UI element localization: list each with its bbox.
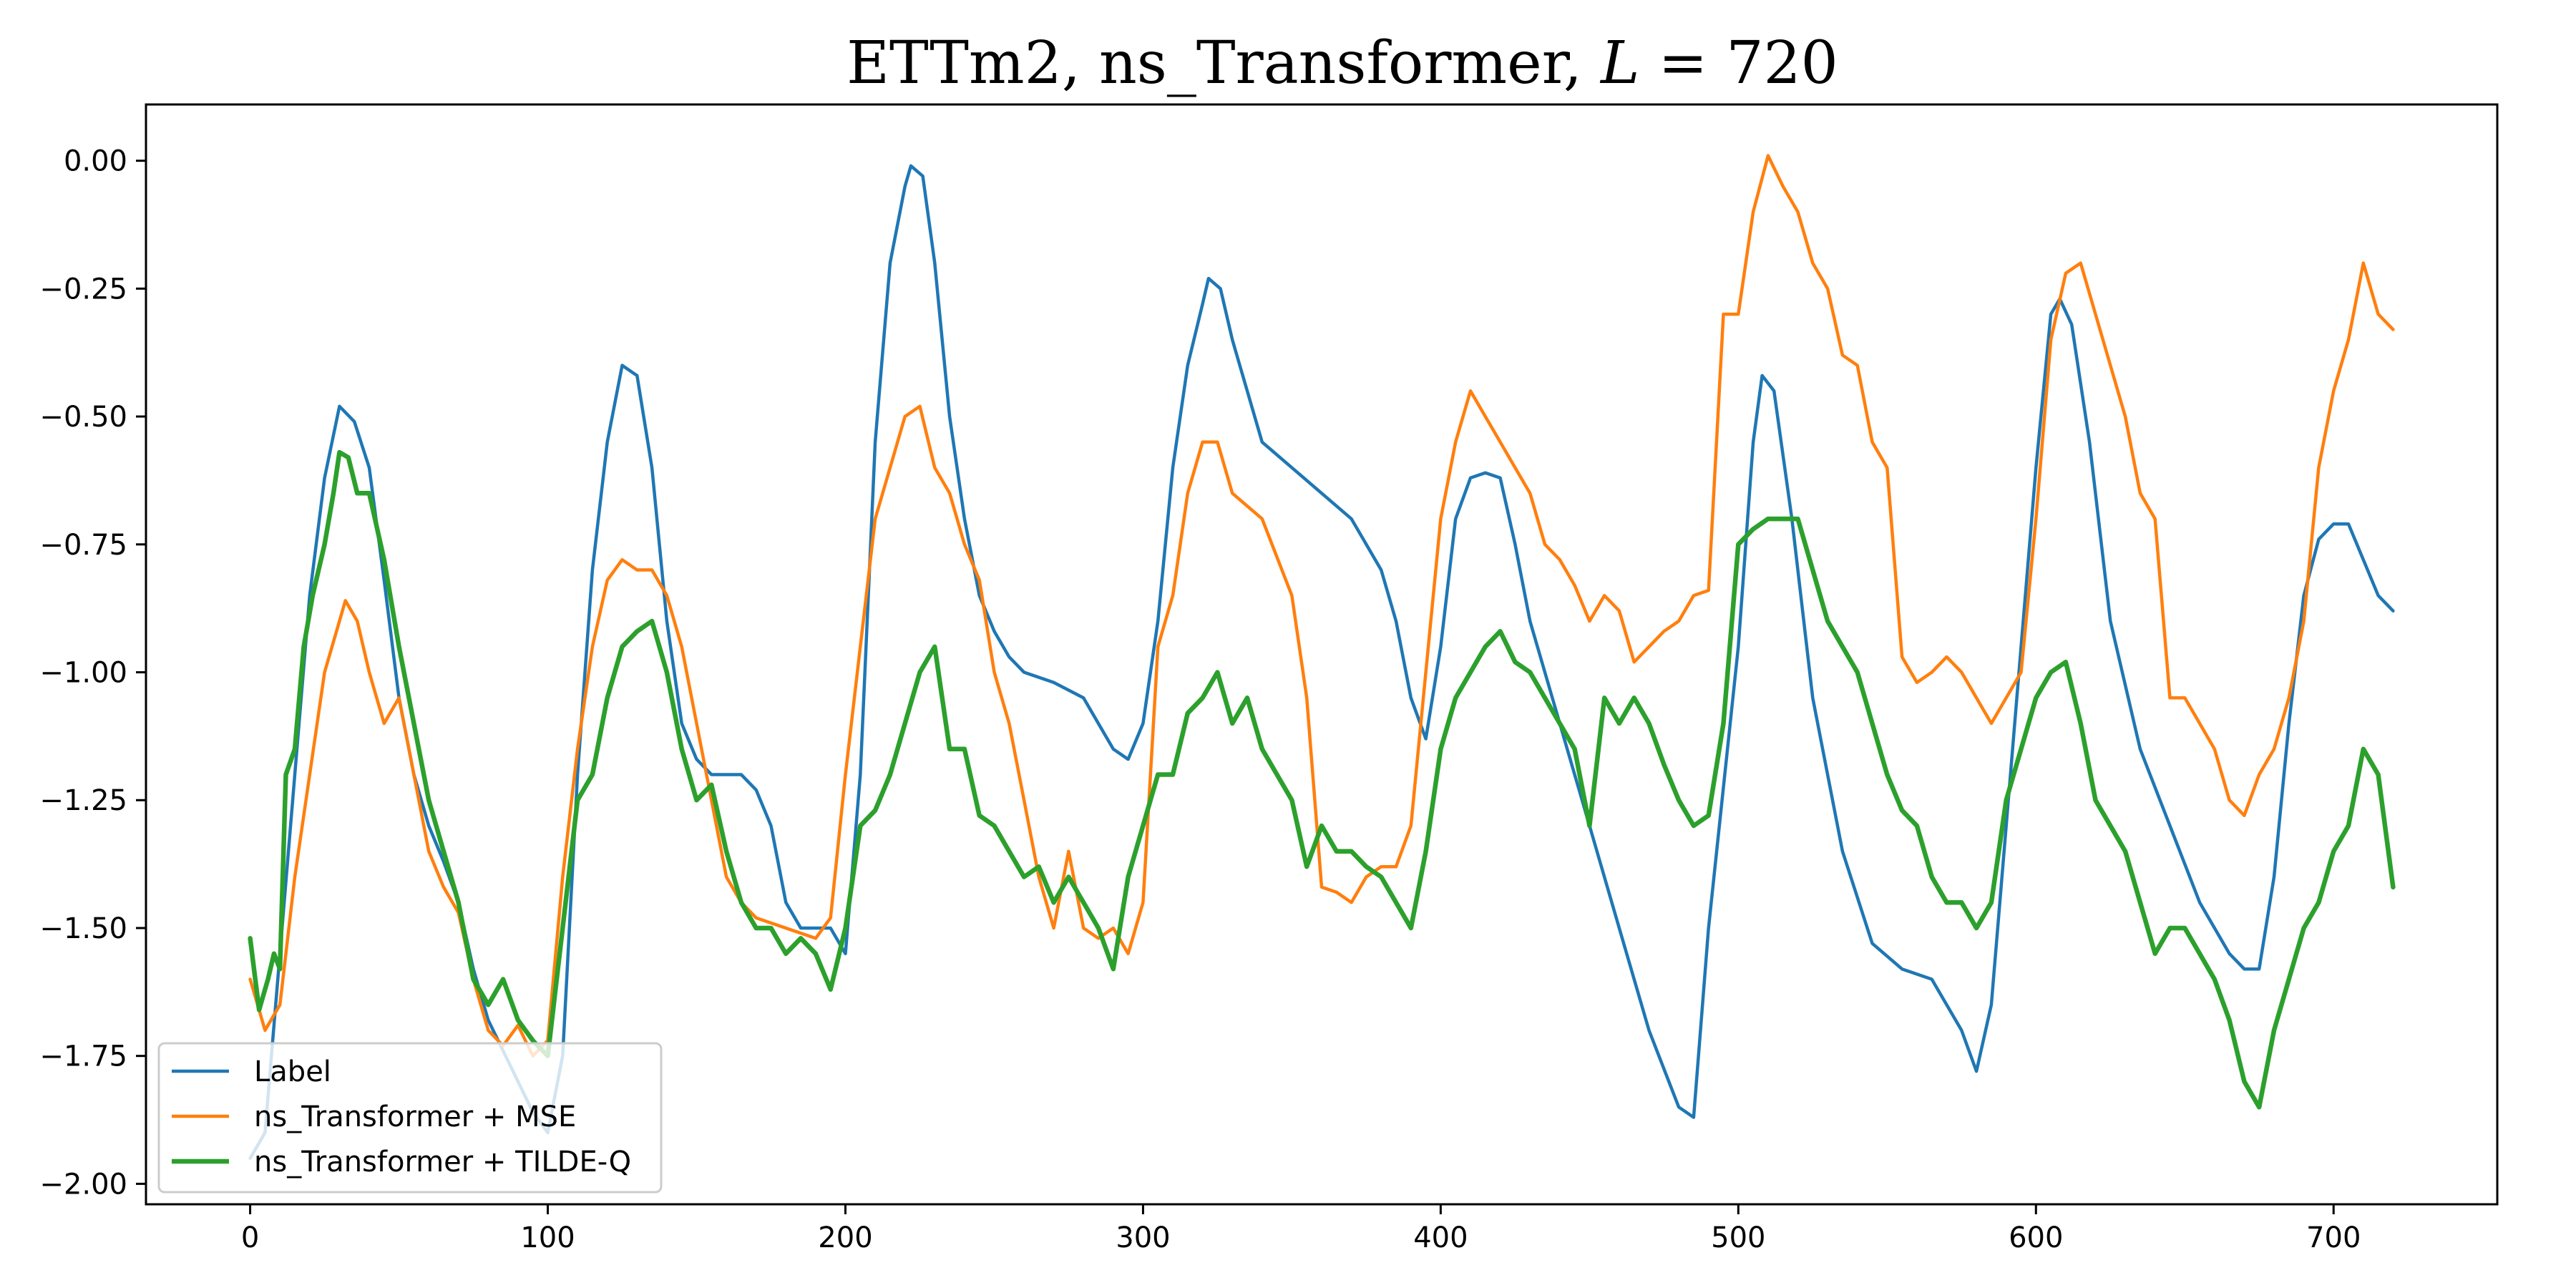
y-axis: 0.00 −0.25 −0.50 −0.75 −1.00 −1.25 −1.50 −1.75 −… <box>39 145 146 1201</box>
chart-title-variable: L <box>1599 29 1639 97</box>
x-tick-label: 400 <box>1413 1221 1468 1254</box>
y-tick-label: −1.50 <box>39 912 127 945</box>
y-tick-label: −1.25 <box>39 784 127 817</box>
y-tick-label: −0.75 <box>39 529 127 562</box>
series-line-2 <box>248 154 2395 1058</box>
y-tick-label: −1.75 <box>39 1040 127 1073</box>
x-tick-label: 200 <box>818 1221 872 1254</box>
x-tick-label: 500 <box>1711 1221 1765 1254</box>
y-tick-label: 0.00 <box>64 145 127 178</box>
x-tick-label: 300 <box>1116 1221 1170 1254</box>
y-tick-label: −0.50 <box>39 401 127 434</box>
chart-title-suffix: = 720 <box>1640 29 1838 97</box>
series-layer <box>248 154 2396 1160</box>
legend-label: ns_Transformer + TILDE-Q <box>254 1146 631 1179</box>
chart-title-prefix: ETTm2, ns_Transformer, <box>847 29 1601 97</box>
y-tick-label: −1.00 <box>39 657 127 690</box>
x-tick-label: 600 <box>2009 1221 2063 1254</box>
plot-frame <box>145 103 2499 1206</box>
x-tick-label: 100 <box>520 1221 575 1254</box>
legend-label: ns_Transformer + MSE <box>254 1101 576 1133</box>
y-tick-label: −2.00 <box>39 1168 127 1201</box>
series-line-1 <box>248 164 2395 1160</box>
series-line-3 <box>248 449 2396 1110</box>
x-tick-label: 0 <box>241 1221 259 1254</box>
legend-box <box>157 1042 663 1194</box>
x-tick-label: 700 <box>2306 1221 2361 1254</box>
chart-title: ETTm2, ns_Transformer, L = 720 <box>847 29 1838 97</box>
legend-label: Label <box>254 1055 331 1088</box>
x-axis: 0 100 200 300 400 500 600 700 <box>241 1204 2361 1254</box>
legend: Label ns_Transformer + MSE ns_Transformer … <box>157 1042 663 1194</box>
y-tick-label: −0.25 <box>39 273 127 306</box>
